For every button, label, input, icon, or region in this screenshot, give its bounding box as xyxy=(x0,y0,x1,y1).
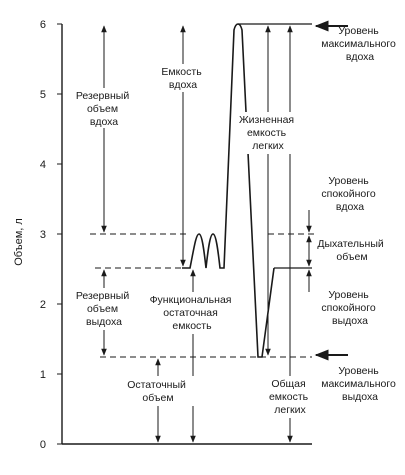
y-tick-marks xyxy=(57,23,62,445)
max-expiration-label: Уровень максимального выдоха xyxy=(321,365,399,403)
tidal-volume-label: Дыхательный объем xyxy=(317,238,386,263)
max-inspiration-label: Уровень максимального вдоха xyxy=(321,25,399,63)
y-tick-label: 1 xyxy=(40,369,46,381)
y-tick-label: 3 xyxy=(40,229,46,241)
frc-label: Функциональная остаточная емкость xyxy=(150,294,235,332)
y-axis-title: Объем, л xyxy=(13,218,25,266)
tlc-label: Общая емкость легких xyxy=(269,378,311,416)
vc-label: Жизненная емкость легких xyxy=(239,114,297,152)
y-tick-label: 5 xyxy=(40,89,46,101)
y-tick-label: 4 xyxy=(40,159,46,171)
erv-label: Резервный объем выдоха xyxy=(76,290,132,328)
quiet-inspiration-label: Уровень спокойного вдоха xyxy=(321,175,378,213)
irv-label: Резервный объем вдоха xyxy=(76,90,132,128)
quiet-expiration-label: Уровень спокойного выдоха xyxy=(321,289,378,327)
ic-label: Емкость вдоха xyxy=(161,66,204,91)
y-tick-label: 6 xyxy=(40,19,46,31)
y-tick-label: 0 xyxy=(40,439,46,451)
rv-label: Остаточный объем xyxy=(127,379,189,404)
spirogram-trace xyxy=(182,23,275,358)
y-tick-label: 2 xyxy=(40,299,46,311)
